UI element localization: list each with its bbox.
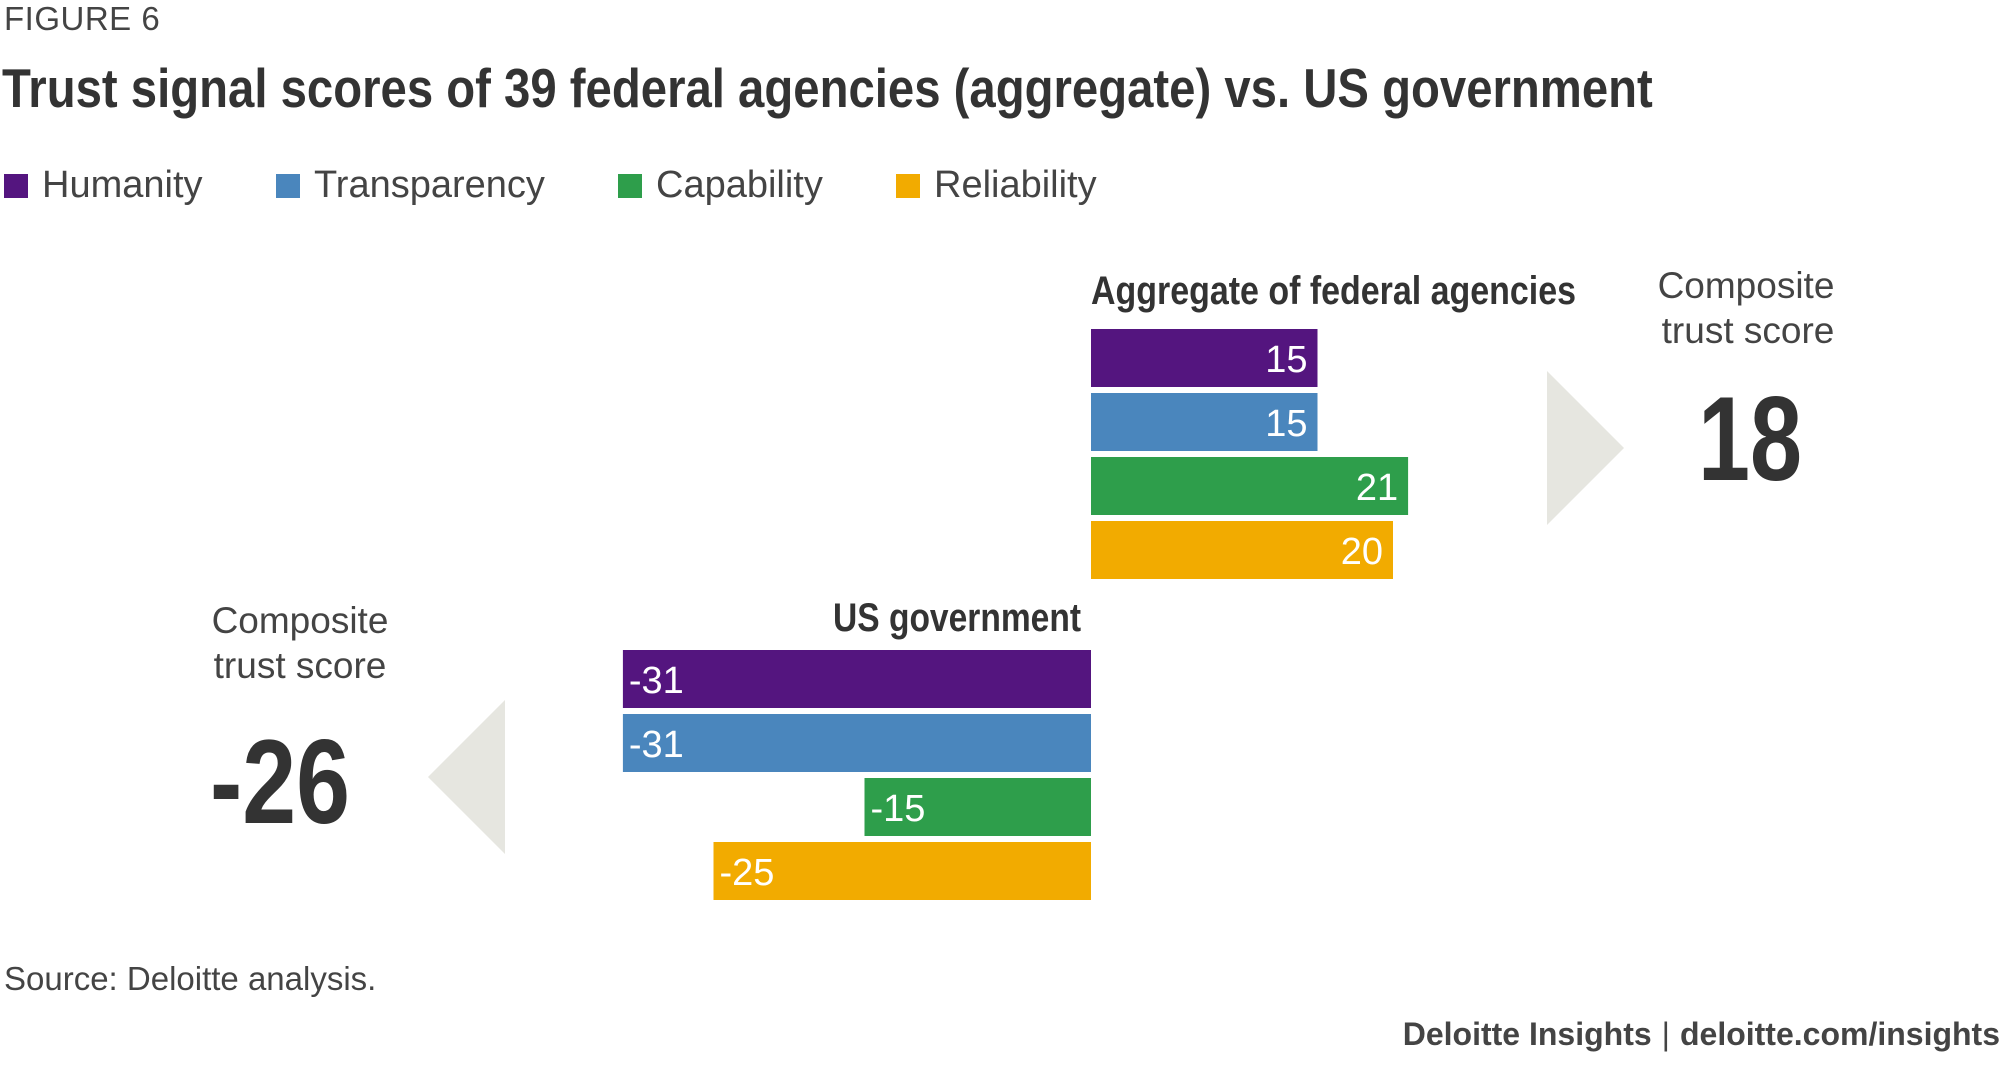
bar-us-government-reliability [713,842,1091,900]
legend-label-transparency: Transparency [314,164,545,206]
bar-us-government-transparency [622,714,1091,772]
legend-label-reliability: Reliability [934,164,1097,206]
composite-label-us-government-line-2: trust score [214,645,387,686]
bar-label-us-government-humanity: -31 [629,660,684,702]
composite-label-aggregate-of-federal-agencies-line-2: trust score [1662,310,1835,351]
bar-label-aggregate-of-federal-agencies-transparency: 15 [1265,403,1307,445]
legend-item-reliability: Reliability [896,164,1097,207]
footer-url: deloitte.com/insights [1679,1016,2000,1052]
legend-swatch-humanity [4,173,28,198]
bar-aggregate-of-federal-agencies-humanity [1091,329,1318,387]
bar-label-us-government-capability: -15 [871,788,926,830]
bar-us-government-humanity [622,650,1091,708]
chart-title: Trust signal scores of 39 federal agenci… [2,57,1653,119]
composite-arrow-aggregate-of-federal-agencies [1547,371,1624,525]
composite-arrow-us-government [428,700,505,854]
footer-brand: Deloitte Insights [1402,1016,1652,1052]
legend-swatch-capability [618,173,642,198]
composite-score-us-government: -26 [210,715,350,849]
bar-label-us-government-reliability: -25 [720,852,775,894]
legend-label-humanity: Humanity [42,164,203,206]
figure-label: FIGURE 6 [4,0,161,37]
group-header-us-government: US government [833,596,1081,640]
bar-aggregate-of-federal-agencies-reliability [1091,521,1393,579]
legend-item-transparency: Transparency [276,164,545,207]
bar-us-government-capability [864,778,1091,836]
group-header-aggregate-of-federal-agencies: Aggregate of federal agencies [1091,269,1576,313]
bar-aggregate-of-federal-agencies-capability [1091,457,1409,515]
source-note: Source: Deloitte analysis. [4,960,377,997]
bar-label-aggregate-of-federal-agencies-reliability: 20 [1341,531,1383,573]
footer-separator: | [1661,1016,1670,1052]
legend-item-capability: Capability [618,164,823,207]
composite-label-us-government-line-1: Composite [212,600,389,641]
legend-swatch-transparency [276,173,300,198]
bar-label-aggregate-of-federal-agencies-capability: 21 [1356,467,1398,509]
composite-score-aggregate-of-federal-agencies: 18 [1698,372,1802,506]
footer: Deloitte Insights | deloitte.com/insights [1403,1016,2000,1053]
legend-swatch-reliability [896,173,920,198]
bar-label-aggregate-of-federal-agencies-humanity: 15 [1265,339,1307,381]
legend-item-humanity: Humanity [4,164,203,207]
bar-label-us-government-transparency: -31 [629,724,684,766]
composite-label-aggregate-of-federal-agencies-line-1: Composite [1658,265,1835,306]
legend-label-capability: Capability [656,164,823,206]
bar-aggregate-of-federal-agencies-transparency [1091,393,1318,451]
